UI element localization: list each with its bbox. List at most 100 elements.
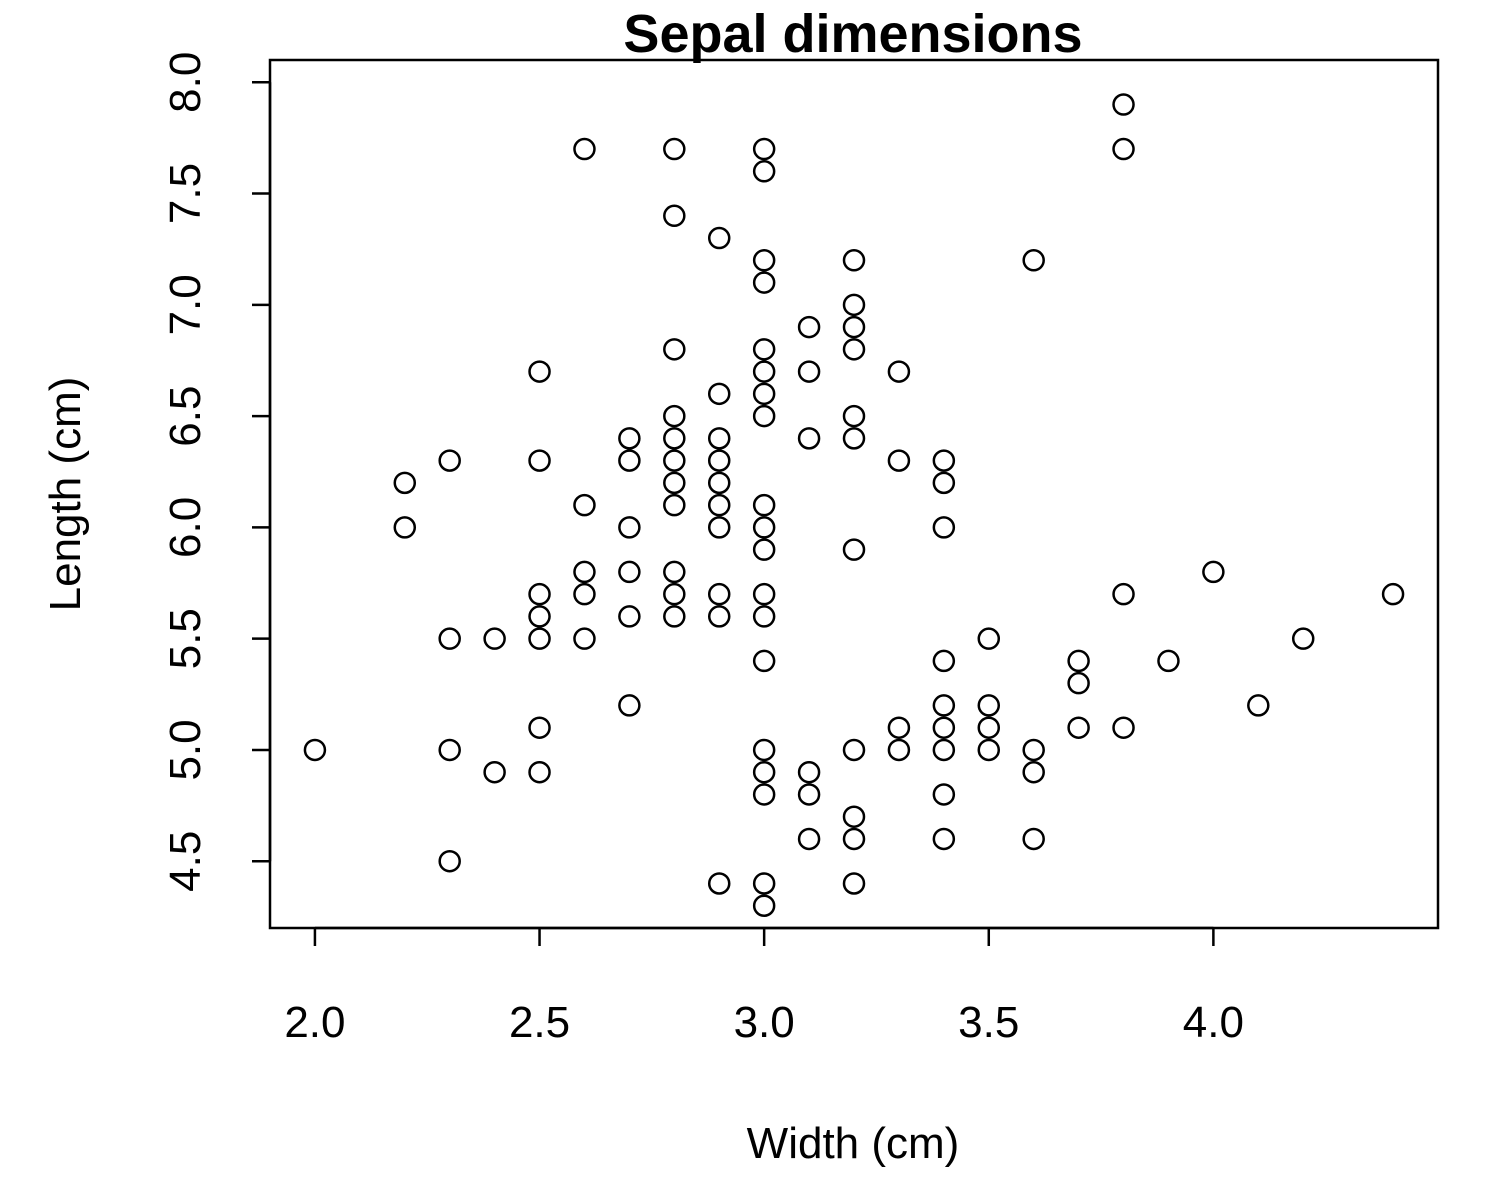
data-point (528, 760, 551, 784)
data-point (1022, 827, 1045, 851)
chart-title: Sepal dimensions (623, 4, 1082, 64)
data-point (842, 872, 866, 895)
plot-frame (268, 58, 1440, 930)
data-point (663, 605, 686, 628)
data-point (1112, 93, 1135, 116)
data-point (707, 582, 731, 606)
data-point (528, 449, 551, 472)
data-point (1381, 582, 1405, 606)
data-point (528, 627, 551, 650)
data-point (752, 516, 776, 539)
data-point (1157, 649, 1180, 673)
data-point (977, 627, 1001, 650)
data-point (618, 449, 641, 472)
data-point (1067, 716, 1090, 739)
data-point (1112, 716, 1135, 739)
data-point (842, 249, 866, 272)
data-point (752, 404, 776, 428)
data-point (752, 160, 776, 183)
data-points (303, 93, 1405, 917)
y-tick-label: 6.5 (161, 386, 210, 447)
y-tick-label: 7.5 (161, 163, 210, 224)
data-point (707, 493, 731, 517)
data-point (1112, 137, 1135, 161)
data-point (842, 827, 866, 851)
data-point (1022, 738, 1045, 762)
x-tick-label: 3.5 (958, 998, 1019, 1047)
data-point (842, 427, 866, 450)
data-point (842, 738, 866, 762)
data-point (752, 872, 776, 895)
x-tick-label: 2.0 (284, 998, 345, 1047)
data-point (573, 493, 596, 517)
data-point (752, 360, 776, 383)
data-point (842, 538, 866, 561)
data-point (887, 449, 911, 472)
data-point (887, 360, 911, 383)
data-point (663, 449, 686, 472)
data-point (528, 582, 551, 606)
data-point (752, 538, 776, 561)
data-point (707, 449, 731, 472)
data-point (977, 694, 1001, 717)
data-point (438, 849, 461, 873)
y-axis: 4.5 5.0 5.5 6.0 6.5 7.0 7.5 8.0 (161, 52, 272, 892)
data-point (618, 605, 641, 628)
y-tick-label: 5.0 (161, 719, 210, 780)
data-point (752, 649, 776, 673)
data-point (663, 204, 686, 228)
data-point (573, 627, 596, 650)
data-point (752, 894, 776, 917)
data-point (752, 783, 776, 806)
data-point (663, 137, 686, 161)
data-point (932, 471, 956, 495)
data-point (663, 338, 686, 361)
data-point (1067, 671, 1090, 695)
data-point (393, 471, 417, 495)
data-point (573, 560, 596, 584)
data-point (393, 516, 417, 539)
data-point (1022, 760, 1045, 784)
data-point (438, 738, 461, 762)
data-point (842, 805, 866, 828)
x-axis-label: Width (cm) (747, 1119, 960, 1168)
data-point (707, 382, 731, 406)
data-point (528, 605, 551, 628)
data-point (932, 738, 956, 762)
data-point (663, 560, 686, 584)
data-point (932, 694, 956, 717)
data-point (663, 493, 686, 517)
data-point (797, 760, 821, 784)
y-tick-label: 6.0 (161, 497, 210, 558)
data-point (707, 605, 731, 628)
data-point (707, 226, 731, 250)
data-point (663, 582, 686, 606)
data-point (752, 271, 776, 294)
data-point (707, 872, 731, 895)
data-point (932, 827, 956, 851)
data-point (842, 293, 866, 317)
data-point (707, 471, 731, 495)
data-point (528, 360, 551, 383)
data-point (752, 582, 776, 606)
data-point (707, 427, 731, 450)
data-point (1202, 560, 1225, 584)
data-point (842, 404, 866, 428)
data-point (932, 716, 956, 739)
y-tick-label: 4.5 (161, 831, 210, 892)
data-point (573, 582, 596, 606)
data-point (752, 493, 776, 517)
data-point (528, 716, 551, 739)
data-point (618, 694, 641, 717)
x-tick-label: 3.0 (734, 998, 795, 1047)
data-point (1112, 582, 1135, 606)
data-point (887, 738, 911, 762)
data-point (707, 516, 731, 539)
data-point (663, 404, 686, 428)
data-point (797, 427, 821, 450)
data-point (797, 315, 821, 339)
data-point (573, 137, 596, 161)
data-point (303, 738, 327, 762)
data-point (1067, 649, 1090, 673)
